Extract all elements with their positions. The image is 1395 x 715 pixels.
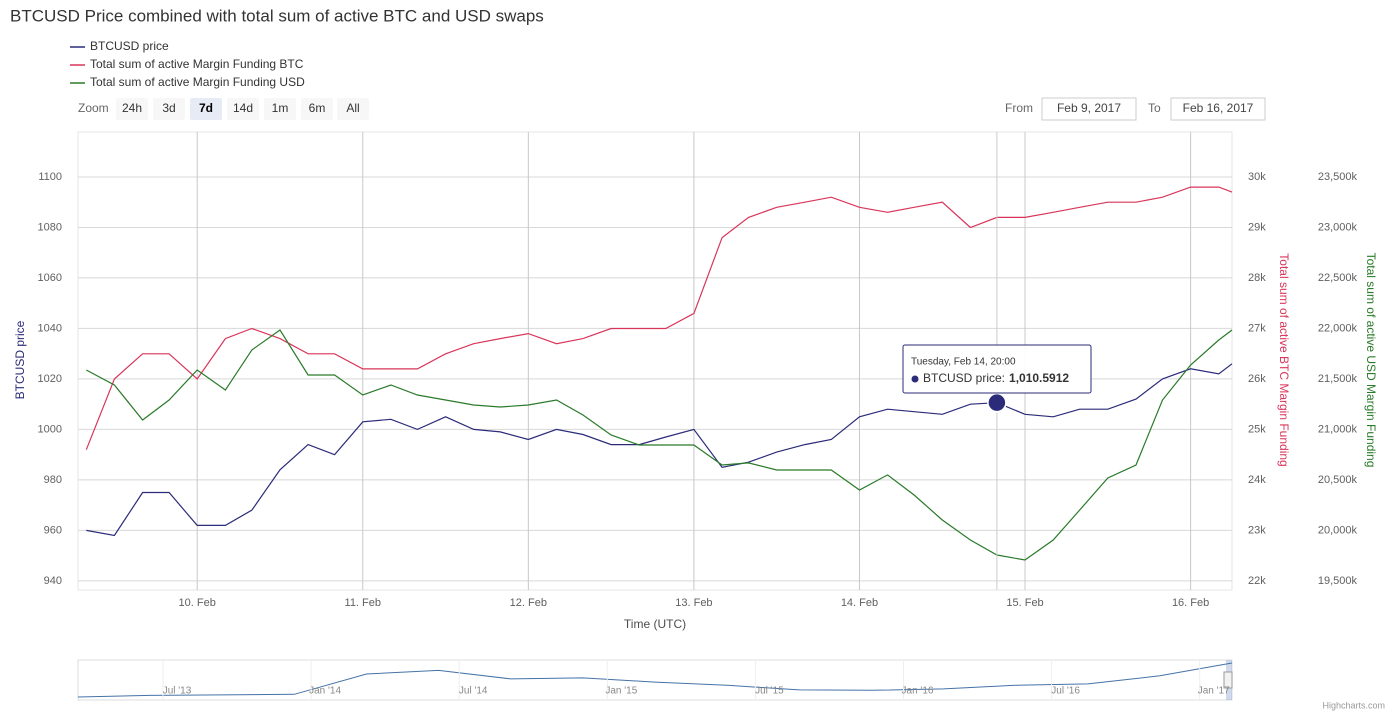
series-line bbox=[86, 329, 1233, 561]
y3-tick-label: 23,500k bbox=[1318, 171, 1358, 183]
y-tick-label: 1100 bbox=[38, 171, 62, 183]
navigator-label: Jan '15 bbox=[605, 686, 637, 697]
y-tick-label: 1080 bbox=[38, 221, 62, 233]
y3-tick-label: 20,000k bbox=[1318, 524, 1358, 536]
legend-label[interactable]: BTCUSD price bbox=[90, 39, 169, 53]
zoom-button-label[interactable]: 1m bbox=[272, 101, 289, 115]
zoom-button-label[interactable]: 6m bbox=[309, 101, 326, 115]
chart-title: BTCUSD Price combined with total sum of … bbox=[10, 6, 544, 25]
y3-tick-label: 21,000k bbox=[1318, 423, 1358, 435]
tooltip-bullet bbox=[911, 375, 919, 383]
navigator-label: Jan '14 bbox=[309, 686, 341, 697]
y-tick-label: 940 bbox=[44, 575, 62, 587]
x-tick-label: 16. Feb bbox=[1172, 597, 1209, 609]
legend-label[interactable]: Total sum of active Margin Funding USD bbox=[90, 75, 305, 89]
legend-label[interactable]: Total sum of active Margin Funding BTC bbox=[90, 57, 304, 71]
plot-border bbox=[77, 131, 1233, 591]
navigator-handle[interactable] bbox=[1223, 671, 1233, 689]
y2-tick-label: 27k bbox=[1248, 322, 1266, 334]
series-line bbox=[86, 363, 1233, 537]
y2-tick-label: 23k bbox=[1248, 524, 1266, 536]
zoom-button-label[interactable]: 24h bbox=[122, 101, 142, 115]
from-label: From bbox=[1005, 101, 1033, 115]
navigator-line bbox=[77, 662, 1233, 698]
y2-tick-label: 28k bbox=[1248, 272, 1266, 284]
to-value[interactable]: Feb 16, 2017 bbox=[1183, 101, 1254, 115]
zoom-button-label[interactable]: 3d bbox=[162, 101, 175, 115]
y-axis-title: BTCUSD price bbox=[13, 320, 27, 399]
from-value[interactable]: Feb 9, 2017 bbox=[1057, 101, 1121, 115]
x-tick-label: 11. Feb bbox=[345, 597, 382, 609]
y2-tick-label: 25k bbox=[1248, 423, 1266, 435]
zoom-button[interactable] bbox=[190, 98, 222, 120]
y-tick-label: 1060 bbox=[38, 272, 62, 284]
x-axis-title: Time (UTC) bbox=[624, 617, 686, 631]
to-label: To bbox=[1148, 101, 1161, 115]
tooltip-label: BTCUSD price: bbox=[923, 371, 1005, 385]
zoom-button[interactable] bbox=[301, 98, 333, 120]
zoom-button-label[interactable]: 7d bbox=[199, 101, 213, 115]
x-tick-label: 12. Feb bbox=[510, 597, 547, 609]
series-line bbox=[85, 186, 1233, 450]
zoom-button[interactable] bbox=[227, 98, 259, 120]
y-tick-label: 980 bbox=[44, 474, 62, 486]
x-tick-label: 14. Feb bbox=[841, 597, 878, 609]
y3-tick-label: 22,500k bbox=[1318, 272, 1358, 284]
credit[interactable]: Highcharts.com bbox=[1322, 700, 1385, 710]
zoom-button[interactable] bbox=[264, 98, 296, 120]
tooltip-title: Tuesday, Feb 14, 20:00 bbox=[911, 357, 1016, 368]
x-tick-label: 15. Feb bbox=[1006, 597, 1043, 609]
y-tick-label: 1000 bbox=[38, 423, 62, 435]
y2-tick-label: 24k bbox=[1248, 474, 1266, 486]
y3-tick-label: 20,500k bbox=[1318, 474, 1358, 486]
navigator-label: Jan '16 bbox=[902, 686, 934, 697]
zoom-button-label[interactable]: All bbox=[346, 101, 359, 115]
tooltip-box bbox=[902, 344, 1092, 394]
y3-tick-label: 23,000k bbox=[1318, 221, 1358, 233]
zoom-button-label[interactable]: 14d bbox=[233, 101, 253, 115]
y3-tick-label: 22,000k bbox=[1318, 322, 1358, 334]
y2-tick-label: 22k bbox=[1248, 575, 1266, 587]
y-tick-label: 960 bbox=[44, 524, 62, 536]
navigator-label: Jul '15 bbox=[755, 686, 784, 697]
y2-tick-label: 29k bbox=[1248, 221, 1266, 233]
navigator-label: Jul '13 bbox=[163, 686, 192, 697]
y3-tick-label: 21,500k bbox=[1318, 373, 1358, 385]
from-input[interactable] bbox=[1041, 97, 1137, 121]
hover-point bbox=[987, 392, 1007, 413]
y2-tick-label: 30k bbox=[1248, 171, 1266, 183]
y-tick-label: 1040 bbox=[38, 322, 62, 334]
x-tick-label: 13. Feb bbox=[675, 597, 712, 609]
zoom-button[interactable] bbox=[153, 98, 185, 120]
y2-tick-label: 26k bbox=[1248, 373, 1266, 385]
navigator-label: Jul '16 bbox=[1051, 686, 1080, 697]
zoom-button[interactable] bbox=[337, 98, 369, 120]
y-tick-label: 1020 bbox=[38, 373, 62, 385]
zoom-label: Zoom bbox=[78, 101, 109, 115]
y2-axis-title: Total sum of active BTC Margin Funding bbox=[1277, 253, 1291, 466]
zoom-button[interactable] bbox=[116, 98, 148, 120]
y3-tick-label: 19,500k bbox=[1318, 575, 1358, 587]
tooltip-value: 1,010.5912 bbox=[1009, 371, 1069, 385]
to-input[interactable] bbox=[1170, 97, 1266, 121]
x-tick-label: 10. Feb bbox=[179, 597, 216, 609]
navigator-label: Jan '17 bbox=[1198, 686, 1230, 697]
navigator-label: Jul '14 bbox=[459, 686, 488, 697]
y3-axis-title: Total sum of active USD Margin Funding bbox=[1364, 253, 1378, 468]
